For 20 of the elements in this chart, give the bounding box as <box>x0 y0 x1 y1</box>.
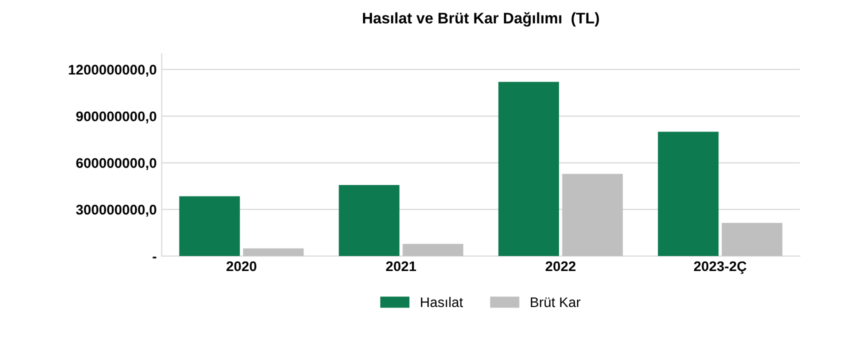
y-tick-label: 900000000,0 <box>76 111 156 124</box>
x-tick-label: 2023-2Ç <box>694 261 746 274</box>
y-tick-label: 600000000,0 <box>76 158 156 170</box>
bar <box>562 174 623 256</box>
x-tick-label: 2022 <box>546 261 576 272</box>
y-tick-label: - <box>152 256 156 258</box>
x-tick-label: 2020 <box>226 261 256 272</box>
bar <box>338 185 400 256</box>
y-tick-label: 1200000000,0 <box>68 64 156 77</box>
legend-label: Brüt Kar <box>530 297 580 308</box>
chart-title: Hasılat ve Brüt Kar Dağılımı (TL) <box>362 12 599 27</box>
bar <box>243 248 304 256</box>
legend-label: Hasılat <box>420 296 463 308</box>
bar <box>402 244 464 256</box>
bar <box>658 132 719 256</box>
y-tick-label: 300000000,0 <box>76 204 156 217</box>
bar <box>498 82 559 256</box>
bar <box>179 196 240 256</box>
x-tick-label: 2021 <box>386 261 416 272</box>
bar <box>722 222 782 256</box>
